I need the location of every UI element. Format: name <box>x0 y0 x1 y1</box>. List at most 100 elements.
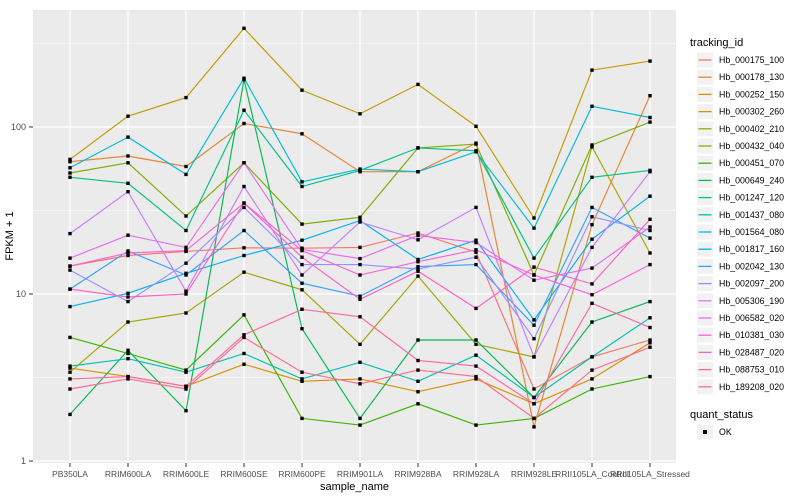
data-point <box>590 387 594 391</box>
data-point <box>68 166 72 170</box>
data-point <box>68 335 72 340</box>
data-point <box>126 154 130 158</box>
data-point <box>590 205 594 210</box>
data-point <box>648 338 652 342</box>
data-point <box>242 76 246 80</box>
data-point <box>648 236 652 240</box>
data-point <box>648 325 652 330</box>
data-point <box>184 214 188 218</box>
data-point <box>300 281 304 285</box>
data-point <box>648 59 652 63</box>
legend-label: Hb_028487_020 <box>719 347 784 357</box>
data-point <box>532 416 536 421</box>
legend-item-quant-OK: OK <box>697 424 732 440</box>
x-axis-title: sample_name <box>320 481 389 493</box>
data-point <box>300 132 304 136</box>
data-point <box>474 124 478 128</box>
data-point <box>532 216 536 220</box>
legend-title-quant-status: quant_status <box>690 409 753 421</box>
data-point <box>532 323 536 327</box>
data-point <box>300 273 304 277</box>
data-point <box>68 268 72 272</box>
data-point <box>648 316 652 320</box>
data-point <box>358 167 362 171</box>
data-point <box>532 395 536 400</box>
data-point <box>474 205 478 210</box>
data-point <box>590 320 594 324</box>
y-tick-label: 100 <box>11 122 26 132</box>
data-point <box>126 181 130 185</box>
data-point <box>242 253 246 258</box>
data-point <box>416 269 420 273</box>
data-point <box>184 387 188 391</box>
legend-label: Hb_000178_130 <box>719 72 784 82</box>
data-point <box>416 390 420 394</box>
data-point <box>416 231 420 235</box>
data-point <box>648 94 652 98</box>
data-point <box>300 379 304 383</box>
legend-label: Hb_001817_160 <box>719 244 784 254</box>
data-point <box>532 387 536 391</box>
data-point <box>648 225 652 229</box>
legend-label: Hb_005306_190 <box>719 296 784 306</box>
data-point <box>532 273 536 277</box>
legend-label: Hb_002097_200 <box>719 279 784 289</box>
data-point <box>532 226 536 230</box>
data-point <box>184 292 188 296</box>
data-point <box>68 370 72 374</box>
data-point <box>126 348 130 352</box>
legend-item-Hb_010381_030: Hb_010381_030 <box>697 327 784 343</box>
legend-item-Hb_001564_080: Hb_001564_080 <box>697 224 784 240</box>
data-point <box>590 266 594 270</box>
data-point <box>126 295 130 299</box>
data-point <box>68 157 72 162</box>
data-point <box>474 248 478 252</box>
data-point <box>126 299 130 304</box>
data-point <box>416 233 420 238</box>
data-point <box>474 262 478 267</box>
data-point <box>68 304 72 309</box>
data-point <box>590 145 594 149</box>
data-point <box>648 341 652 345</box>
legend-item-Hb_000175_100: Hb_000175_100 <box>697 52 784 68</box>
data-point <box>242 228 246 233</box>
data-point <box>242 270 246 274</box>
data-point <box>474 238 478 242</box>
legend-label: Hb_001247_120 <box>719 193 784 203</box>
data-point <box>358 382 362 386</box>
data-point <box>242 246 246 250</box>
data-point <box>184 311 188 315</box>
legend-item-Hb_000432_040: Hb_000432_040 <box>697 138 784 154</box>
legend-item-Hb_006582_020: Hb_006582_020 <box>697 310 784 326</box>
data-point <box>590 175 594 179</box>
legend-item-Hb_000178_130: Hb_000178_130 <box>697 69 784 85</box>
data-point <box>358 294 362 298</box>
data-point <box>242 362 246 366</box>
data-point <box>590 215 594 219</box>
data-point <box>242 351 246 356</box>
legend-item-Hb_000402_210: Hb_000402_210 <box>697 121 784 137</box>
data-point <box>590 143 594 147</box>
data-point <box>184 409 188 413</box>
data-point <box>358 256 362 261</box>
data-point <box>474 364 478 368</box>
data-point <box>358 315 362 319</box>
data-point <box>532 256 536 260</box>
data-point <box>68 287 72 291</box>
data-point <box>474 353 478 357</box>
legend-item-Hb_000451_070: Hb_000451_070 <box>697 155 784 171</box>
data-point <box>474 255 478 259</box>
data-point <box>68 264 72 268</box>
data-point <box>126 161 130 165</box>
legend-title-tracking-id: tracking_id <box>690 37 743 49</box>
data-point <box>126 249 130 253</box>
y-tick-label: 1 <box>21 456 26 466</box>
data-point <box>416 238 420 242</box>
data-point <box>590 368 594 372</box>
data-point <box>68 171 72 175</box>
legend-item-Hb_001247_120: Hb_001247_120 <box>697 190 784 206</box>
data-point <box>300 180 304 184</box>
legend-label: Hb_001564_080 <box>719 227 784 237</box>
data-point <box>184 164 188 169</box>
